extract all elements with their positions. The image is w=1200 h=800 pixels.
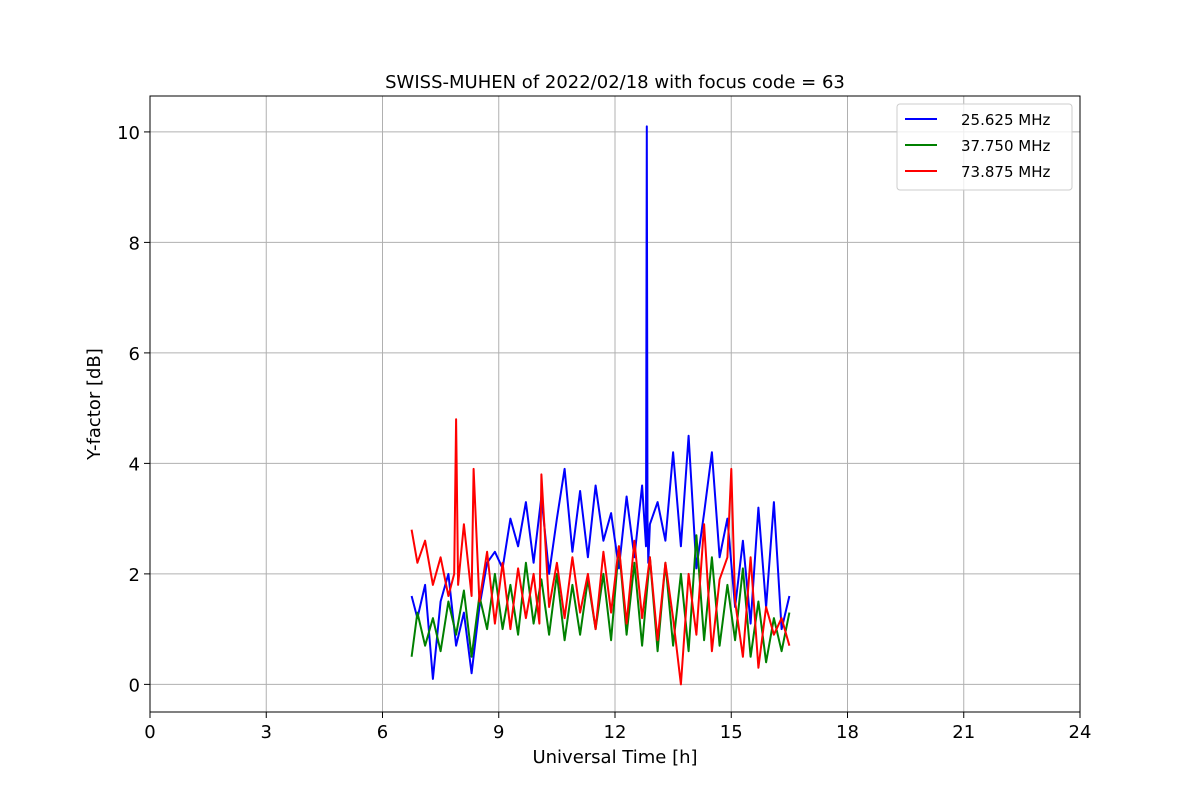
y-tick-label: 0 (129, 675, 140, 696)
x-tick-label: 0 (144, 722, 155, 743)
y-tick-label: 6 (129, 344, 140, 365)
x-tick-label: 3 (261, 722, 272, 743)
x-tick-label: 6 (377, 722, 388, 743)
y-axis-ticks: 0 2 4 6 8 10 (117, 123, 150, 696)
x-tick-label: 12 (604, 722, 627, 743)
y-tick-label: 8 (129, 233, 140, 254)
x-tick-label: 15 (720, 722, 743, 743)
x-tick-label: 21 (952, 722, 975, 743)
x-tick-label: 18 (836, 722, 859, 743)
legend-label: 73.875 MHz (961, 163, 1050, 181)
legend-box (896, 103, 1073, 191)
series-line-1 (410, 125, 791, 680)
legend: 25.625 MHz 37.750 MHz 73.875 MHz (896, 103, 1073, 191)
y-axis-label: Y-factor [dB] (84, 348, 105, 461)
x-tick-label: 9 (493, 722, 504, 743)
chart-title: SWISS-MUHEN of 2022/02/18 with focus cod… (385, 72, 845, 93)
y-tick-label: 4 (129, 454, 140, 475)
x-axis-label: Universal Time [h] (532, 747, 697, 768)
legend-label: 37.750 MHz (961, 137, 1050, 155)
series-line-3 (410, 418, 791, 686)
x-tick-label: 24 (1069, 722, 1092, 743)
series-layer (410, 125, 791, 686)
y-tick-label: 10 (117, 123, 140, 144)
x-axis-ticks: 0 3 6 9 12 15 18 21 24 (144, 712, 1091, 743)
legend-label: 25.625 MHz (961, 111, 1050, 129)
series-line-2 (410, 534, 791, 664)
y-tick-label: 2 (129, 565, 140, 586)
